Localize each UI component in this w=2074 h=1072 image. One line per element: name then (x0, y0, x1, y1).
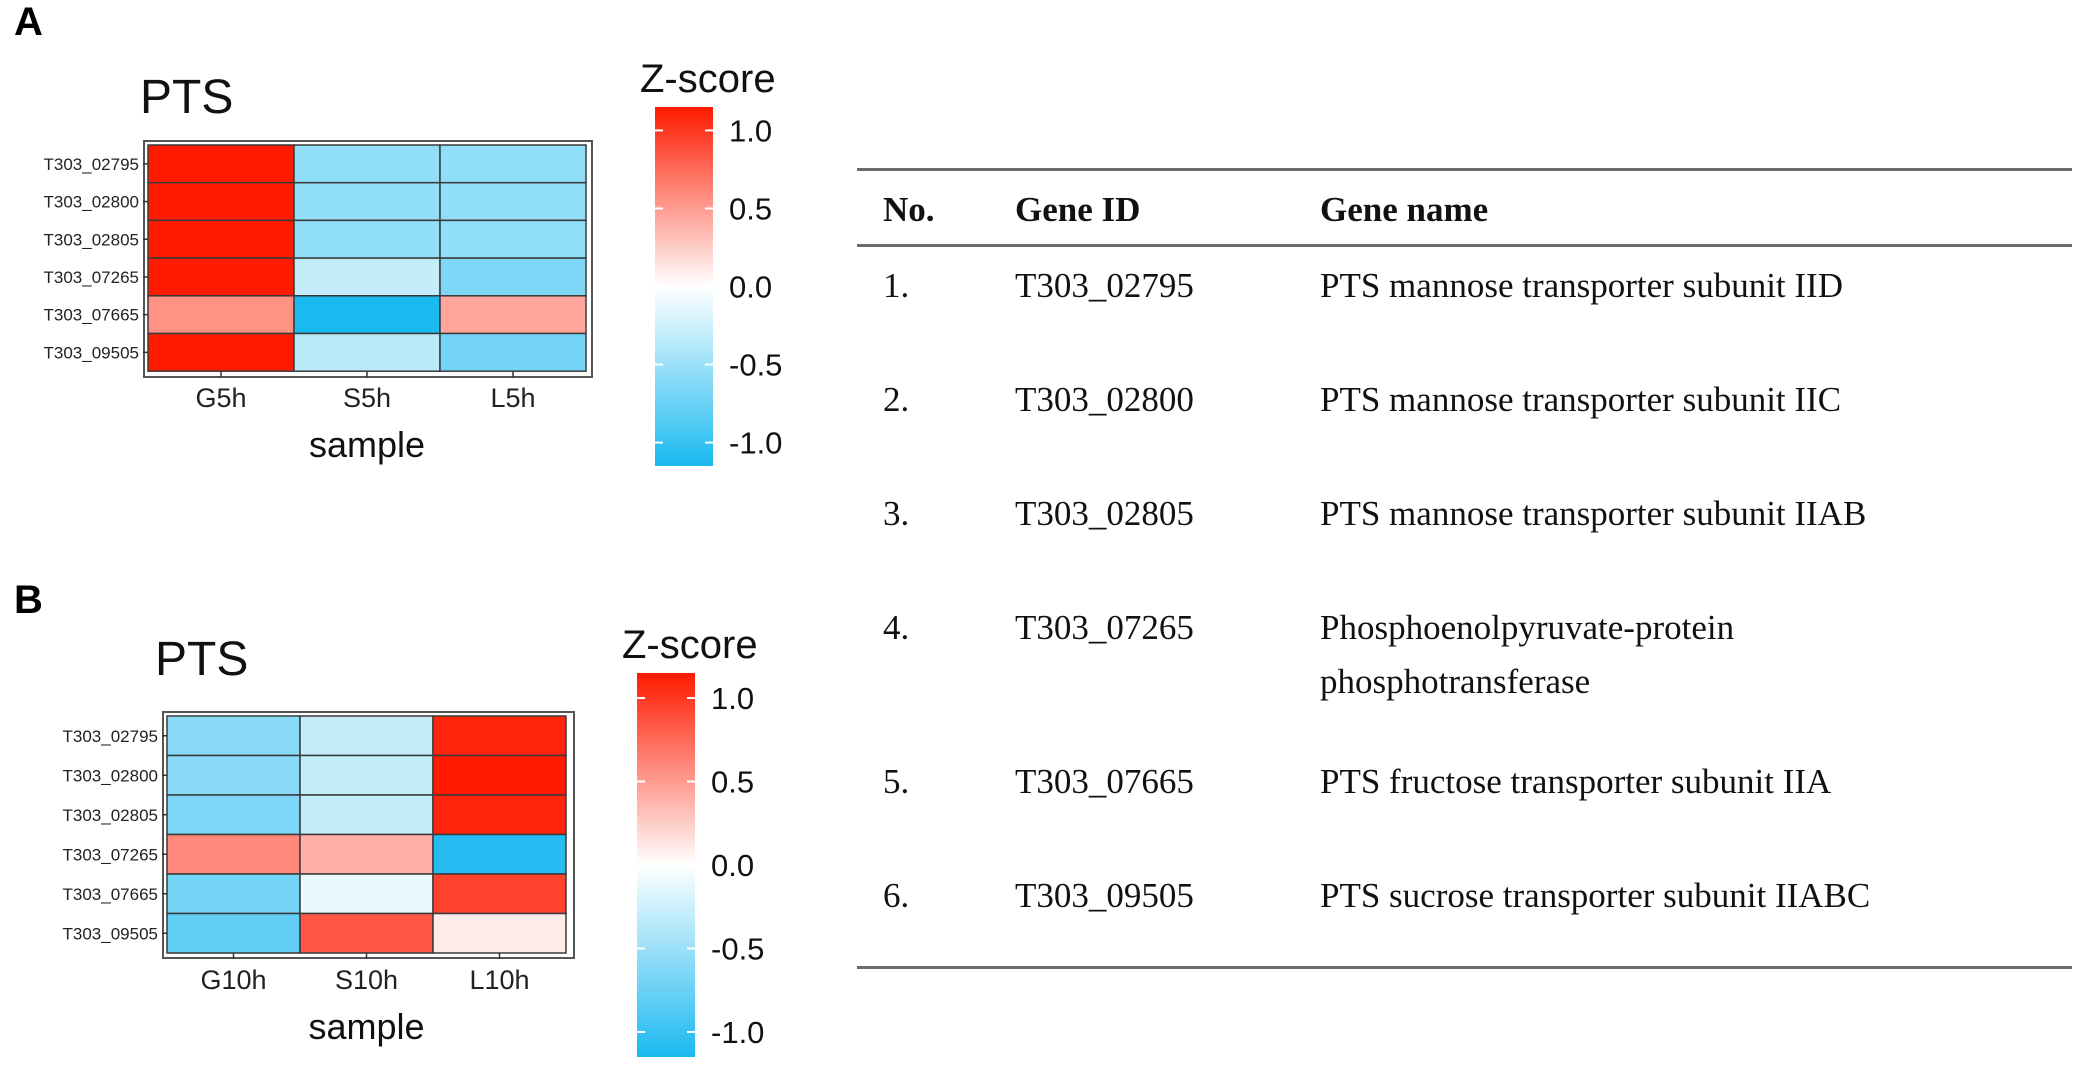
colorbar-tick-label: 0.5 (729, 191, 772, 226)
heatmap-cell (439, 219, 587, 259)
row-number: 2. (883, 380, 910, 419)
heatmap-cell (293, 219, 441, 259)
heatmap-cell (439, 144, 587, 184)
colorbar-tick-label: -0.5 (729, 348, 782, 383)
row-label: T303_07265 (44, 268, 139, 287)
heatmap-cell (147, 332, 295, 372)
heatmap-cell (299, 873, 434, 915)
colorbar (637, 673, 695, 1057)
table-header-rule (857, 244, 2072, 247)
colorbar-tick-label: -0.5 (711, 931, 764, 966)
row-gene-name: PTS sucrose transporter subunit IIABC (1320, 876, 1871, 915)
colorbar-tick-label: -1.0 (729, 426, 782, 461)
row-label: T303_07265 (63, 845, 158, 864)
row-label: T303_09505 (63, 924, 158, 943)
row-number: 1. (883, 266, 910, 305)
table-bottom-rule (857, 966, 2072, 969)
column-label: S10h (335, 965, 398, 995)
panel-label-a: A (14, 0, 43, 44)
colorbar-title: Z-score (640, 57, 776, 101)
row-gene-id: T303_09505 (1015, 876, 1194, 915)
colorbar (655, 107, 713, 466)
heatmap-cell (432, 754, 567, 796)
heatmap-cell (293, 332, 441, 372)
table-top-rule (857, 168, 2072, 171)
heatmap-cell (147, 144, 295, 184)
heatmap-a: T303_02795 T303_02800 T303_02805 T303_07265… (44, 57, 782, 466)
heatmap-cell (432, 833, 567, 875)
colorbar-tick-label: 1.0 (711, 681, 754, 716)
row-number: 6. (883, 876, 910, 915)
heatmap-cell (299, 754, 434, 796)
row-number: 5. (883, 762, 910, 801)
heatmap-b: T303_02795 T303_02800 T303_02805 T303_07265… (63, 623, 764, 1057)
panel-label-b: B (14, 578, 43, 622)
row-label: T303_09505 (44, 343, 139, 362)
heatmap-a-title: PTS (140, 71, 234, 124)
colorbar-title: Z-score (622, 623, 758, 667)
row-gene-name: PTS mannose transporter subunit IIC (1320, 380, 1842, 419)
heatmap-cell (439, 332, 587, 372)
heatmap-cell (299, 912, 434, 954)
header-no: No. (883, 190, 935, 229)
heatmap-cell (166, 715, 301, 757)
colorbar-tick-label: 0.0 (711, 848, 754, 883)
heatmap-cell (432, 715, 567, 757)
row-label: T303_02800 (44, 193, 139, 212)
heatmap-cell (299, 833, 434, 875)
row-gene-id: T303_02795 (1015, 266, 1194, 305)
row-gene-name: PTS mannose transporter subunit IID (1320, 266, 1843, 305)
header-gene-name: Gene name (1320, 190, 1489, 229)
row-gene-id: T303_02805 (1015, 494, 1194, 533)
x-axis-label: sample (309, 424, 425, 465)
row-label: T303_02800 (63, 766, 158, 785)
heatmap-cell (432, 873, 567, 915)
column-label: G10h (200, 965, 266, 995)
column-label: L5h (490, 383, 535, 413)
column-label: G5h (195, 383, 246, 413)
heatmap-cell (439, 181, 587, 222)
heatmap-cell (166, 873, 301, 915)
column-label: S5h (343, 383, 391, 413)
heatmap-cell (432, 912, 567, 954)
row-label: T303_02795 (63, 727, 158, 746)
colorbar-tick-label: -1.0 (711, 1015, 764, 1050)
heatmap-cell (166, 754, 301, 796)
column-label: L10h (469, 965, 529, 995)
colorbar-tick-label: 0.0 (729, 270, 772, 305)
row-label: T303_07665 (63, 885, 158, 904)
heatmap-cell (166, 912, 301, 954)
heatmap-cell (166, 833, 301, 875)
row-label: T303_02805 (44, 230, 139, 249)
row-gene-id: T303_02800 (1015, 380, 1194, 419)
heatmap-b-title: PTS (155, 633, 249, 686)
colorbar-tick-label: 1.0 (729, 113, 772, 148)
heatmap-cell (439, 295, 587, 335)
row-gene-name: PTS mannose transporter subunit IIAB (1320, 494, 1867, 533)
row-number: 4. (883, 608, 910, 647)
row-gene-name: Phosphoenolpyruvate-protein (1320, 608, 1735, 647)
row-gene-id: T303_07265 (1015, 608, 1194, 647)
x-axis-label: sample (308, 1006, 424, 1047)
heatmap-cell (299, 794, 434, 836)
row-gene-id: T303_07665 (1015, 762, 1194, 801)
row-gene-name-line2: phosphotransferase (1320, 662, 1591, 701)
heatmap-cell (432, 794, 567, 836)
header-gene-id: Gene ID (1015, 190, 1141, 229)
heatmap-cell (299, 715, 434, 757)
row-label: T303_02805 (63, 806, 158, 825)
row-label: T303_07665 (44, 306, 139, 325)
row-label: T303_02795 (44, 155, 139, 174)
row-number: 3. (883, 494, 910, 533)
heatmap-cell (166, 794, 301, 836)
row-gene-name: PTS fructose transporter subunit IIA (1320, 762, 1832, 801)
colorbar-tick-label: 0.5 (711, 765, 754, 800)
